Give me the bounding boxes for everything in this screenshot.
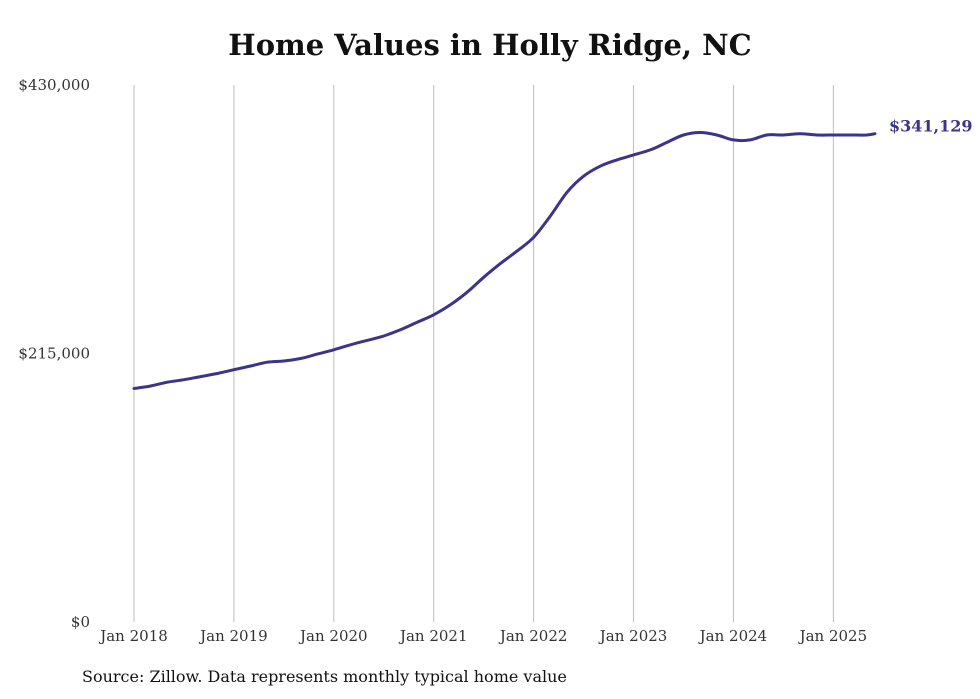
x-tick-label: Jan 2023	[598, 627, 668, 645]
x-axis: Jan 2018 Jan 2019 Jan 2020 Jan 2021 Jan 2022…	[98, 627, 867, 645]
y-axis: $430,000 $215,000 $0	[18, 76, 90, 631]
x-tick-label: Jan 2021	[398, 627, 468, 645]
end-value-label: $341,129	[889, 117, 973, 136]
x-tick-label: Jan 2019	[198, 627, 268, 645]
y-tick-label: $430,000	[18, 76, 90, 94]
series	[132, 131, 877, 390]
x-tick-label: Jan 2018	[98, 627, 168, 645]
x-tick-label: Jan 2020	[298, 627, 368, 645]
x-tick-label: Jan 2025	[798, 627, 868, 645]
x-tick-label: Jan 2022	[498, 627, 568, 645]
chart-title: Home Values in Holly Ridge, NC	[228, 28, 752, 62]
gridlines	[133, 85, 834, 622]
series-line	[132, 131, 877, 390]
y-tick-label: $215,000	[18, 345, 90, 363]
x-tick-label: Jan 2024	[698, 627, 768, 645]
y-tick-label: $0	[71, 613, 90, 631]
source-note: Source: Zillow. Data represents monthly …	[82, 667, 567, 686]
